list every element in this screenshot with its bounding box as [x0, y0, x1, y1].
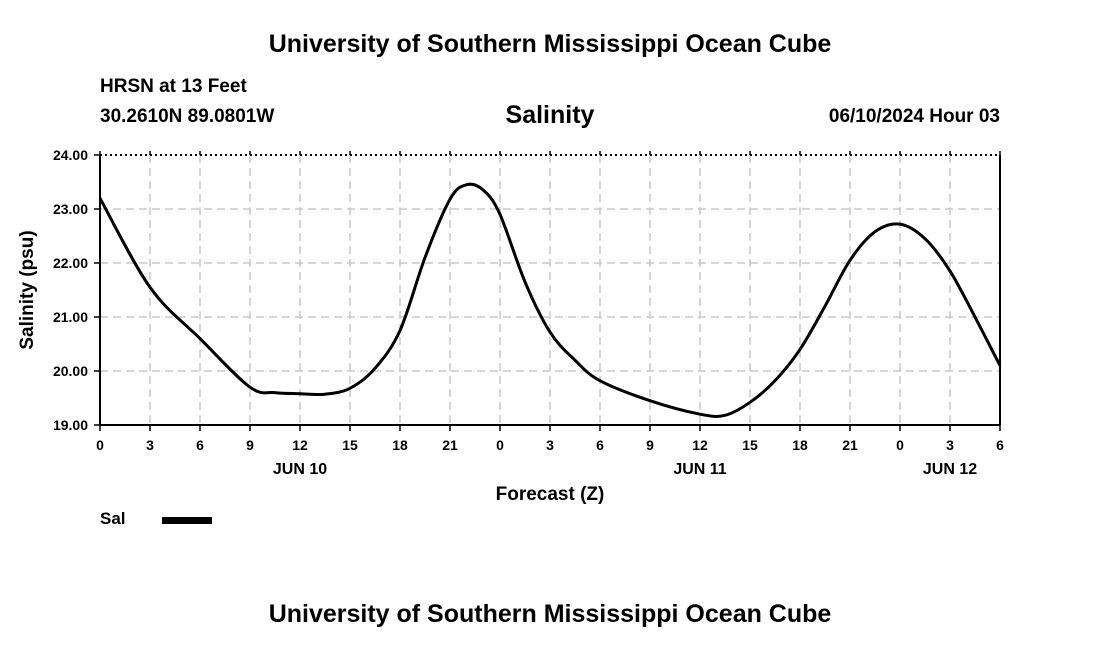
x-date-label: JUN 12	[923, 461, 977, 478]
x-tick-label: 0	[496, 437, 504, 453]
legend-swatch	[162, 517, 212, 524]
x-tick-label: 6	[996, 437, 1004, 453]
page-title-bottom: University of Southern Mississippi Ocean…	[268, 600, 832, 628]
series-line-sal	[98, 182, 1002, 418]
x-tick-label: 21	[842, 437, 858, 453]
x-tick-label: 6	[196, 437, 204, 453]
x-axis-label: Forecast (Z)	[496, 484, 605, 505]
location-label: 30.2610N 89.0801W	[100, 106, 275, 127]
x-tick-label: 9	[246, 437, 254, 453]
x-tick-label: 0	[896, 437, 904, 453]
x-tick-label: 18	[792, 437, 808, 453]
x-date-label: JUN 11	[673, 461, 726, 478]
chart-title: Salinity	[505, 101, 595, 129]
x-tick-label: 15	[742, 437, 758, 453]
y-tick-label: 22.00	[53, 255, 88, 271]
x-tick-label: 9	[646, 437, 654, 453]
x-tick-label: 0	[96, 437, 104, 453]
legend-label: Sal	[100, 509, 126, 528]
x-tick-label: 18	[392, 437, 408, 453]
x-tick-label: 3	[946, 437, 954, 453]
x-tick-label: 21	[442, 437, 458, 453]
y-tick-label: 20.00	[53, 363, 88, 379]
x-tick-label: 3	[546, 437, 554, 453]
y-axis-label: Salinity (psu)	[17, 230, 38, 349]
y-tick-label: 24.00	[53, 147, 88, 163]
x-date-label: JUN 10	[273, 461, 327, 478]
y-tick-label: 23.00	[53, 201, 88, 217]
y-tick-label: 21.00	[53, 309, 88, 325]
x-tick-label: 6	[596, 437, 604, 453]
x-tick-label: 12	[692, 437, 708, 453]
datetime-label: 06/10/2024 Hour 03	[828, 106, 1000, 127]
x-tick-label: 3	[146, 437, 154, 453]
station-label: HRSN at 13 Feet	[100, 76, 247, 97]
x-tick-label: 15	[342, 437, 358, 453]
y-tick-label: 19.00	[53, 417, 88, 433]
page-title-top: University of Southern Mississippi Ocean…	[268, 30, 832, 58]
x-tick-label: 12	[292, 437, 308, 453]
